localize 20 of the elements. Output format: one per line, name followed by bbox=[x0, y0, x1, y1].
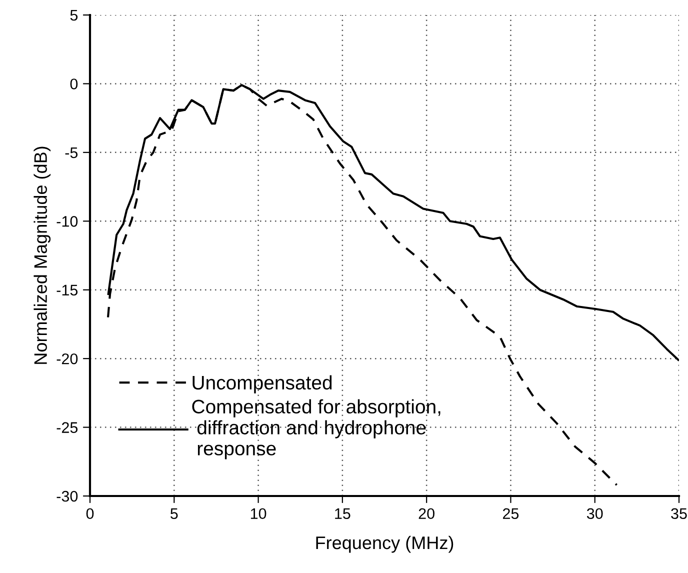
x-tick-label: 15 bbox=[335, 508, 350, 520]
y-tick-label: -15 bbox=[56, 284, 78, 296]
x-tick-label: 20 bbox=[418, 508, 434, 520]
x-tick-label: 30 bbox=[586, 508, 603, 520]
x-tick-label: 25 bbox=[502, 508, 519, 520]
y-tick-label: -10 bbox=[56, 216, 78, 227]
x-axis-title: Frequency (MHz) bbox=[316, 536, 454, 553]
y-axis-title: Normalized Magnitude (dB) bbox=[34, 146, 51, 364]
y-tick-label: -30 bbox=[56, 490, 78, 502]
legend-label: Compensated for absorption, diffraction and hydrophone response bbox=[192, 399, 440, 460]
y-tick-label: -5 bbox=[65, 147, 78, 158]
y-tick-label: 5 bbox=[70, 10, 78, 21]
legend-label: Uncompensated bbox=[192, 375, 332, 394]
y-tick-label: -25 bbox=[56, 422, 78, 433]
x-tick-label: 5 bbox=[170, 508, 178, 520]
x-tick-label: 0 bbox=[86, 508, 94, 520]
y-tick-label: 0 bbox=[70, 78, 78, 90]
y-tick-label: -20 bbox=[56, 353, 78, 364]
x-tick-label: 10 bbox=[250, 508, 266, 520]
x-tick-label: 35 bbox=[671, 508, 687, 520]
